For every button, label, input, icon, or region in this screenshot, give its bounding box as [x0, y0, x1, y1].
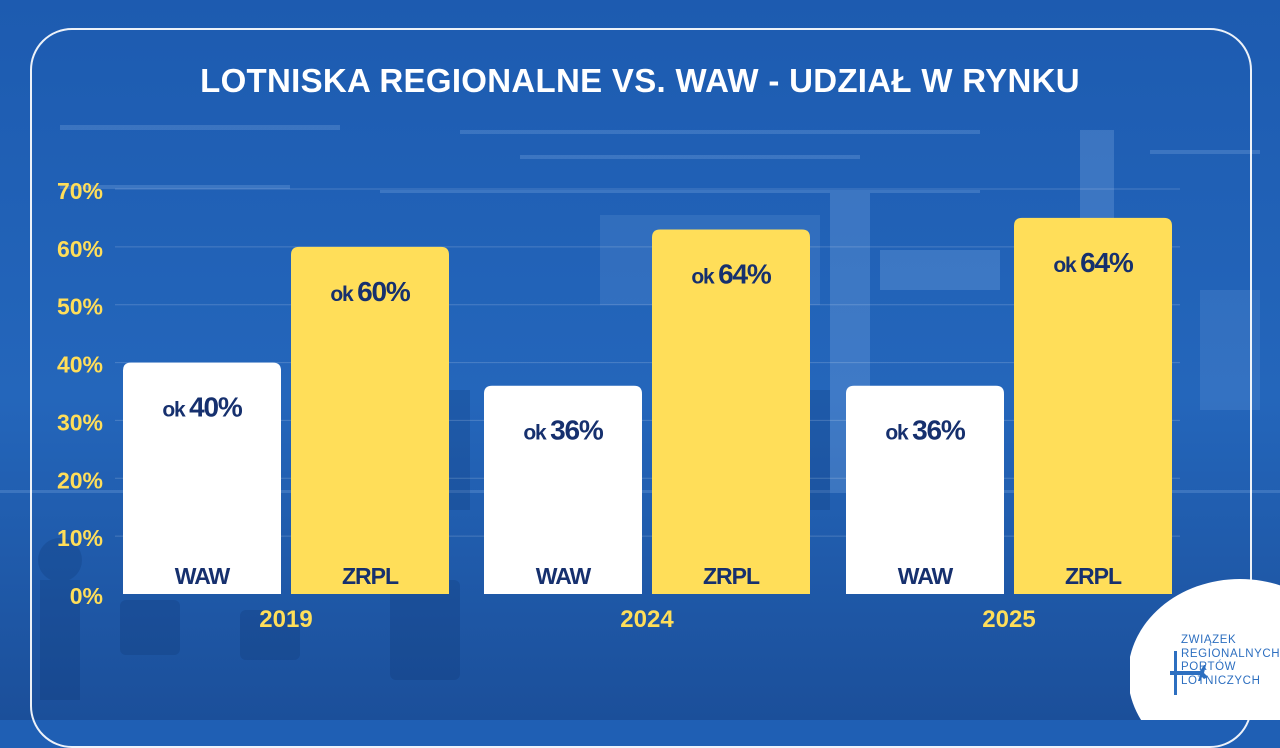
y-tick-label: 40%: [57, 352, 103, 378]
bars: ok 40% WAW ok 60% ZRPL ok 36% WAW ok 64% ZRPL ok…: [123, 217, 1172, 594]
bar-value-label: ok 40%: [162, 392, 242, 423]
market-share-bar-chart: 0% 10% 20% 30% 40% 50% 60% 70% ok 40% WAW ok 60% Z…: [57, 178, 1180, 633]
series-name-label: ZRPL: [1065, 563, 1122, 589]
bar-zrpl-2019: [291, 246, 449, 594]
bar-value-label: ok 64%: [1053, 247, 1133, 278]
x-category-label: 2019: [259, 606, 312, 633]
logo-text: ZWIĄZEK REGIONALNYCH PORTÓW LOTNICZYCH: [1181, 634, 1280, 688]
y-tick-label: 0%: [70, 583, 103, 609]
logo-line: REGIONALNYCH: [1181, 647, 1280, 660]
series-name-label: WAW: [175, 563, 231, 589]
bar-value-label: ok 64%: [691, 259, 771, 290]
airplane-icon: [1170, 651, 1208, 695]
x-category-label: 2024: [620, 606, 674, 633]
association-logo: [1128, 575, 1280, 748]
y-tick-label: 20%: [57, 467, 103, 493]
bar-value-label: ok 60%: [330, 276, 410, 307]
logo-line: LOTNICZYCH: [1181, 674, 1261, 687]
series-name-label: ZRPL: [703, 563, 760, 589]
bar-waw-2024: [484, 385, 642, 594]
bar-value-label: ok 36%: [523, 415, 603, 446]
bar-waw-2025: [846, 385, 1004, 594]
bar-zrpl-2024: [652, 229, 810, 594]
logo-line: PORTÓW: [1181, 661, 1237, 673]
bar-zrpl-2025: [1014, 217, 1172, 594]
y-tick-label: 30%: [57, 409, 103, 435]
series-name-label: ZRPL: [342, 563, 399, 589]
y-tick-label: 70%: [57, 178, 103, 204]
y-tick-label: 10%: [57, 525, 103, 551]
logo-line: ZWIĄZEK: [1181, 634, 1237, 646]
x-category-label: 2025: [982, 606, 1035, 633]
bar-value-label: ok 36%: [885, 415, 965, 446]
y-tick-label: 50%: [57, 294, 103, 320]
chart-title: LOTNISKA REGIONALNE VS. WAW - UDZIAŁ W R…: [200, 62, 1080, 99]
y-tick-label: 60%: [57, 236, 103, 262]
y-axis-ticks: 0% 10% 20% 30% 40% 50% 60% 70%: [57, 178, 103, 609]
bar-waw-2019: [123, 362, 281, 594]
series-name-label: WAW: [536, 563, 592, 589]
x-axis-categories: 2019 2024 2025: [259, 606, 1035, 633]
series-name-label: WAW: [898, 563, 954, 589]
